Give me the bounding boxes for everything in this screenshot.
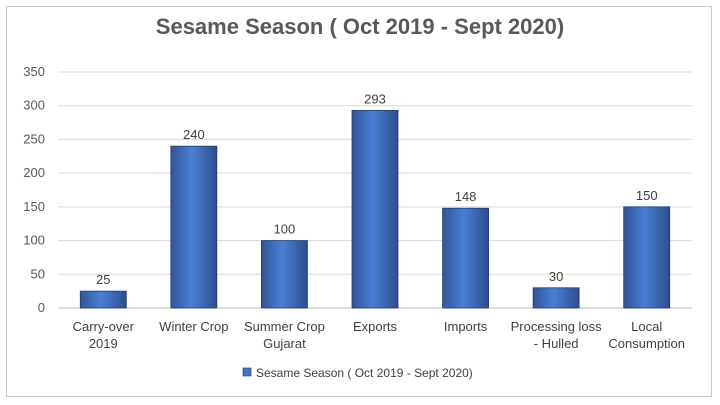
data-labels: 25 240 100 293 148 30 150 (96, 91, 658, 287)
x-axis-categories: Carry-over 2019 Winter Crop Summer Crop Guja… (73, 319, 685, 351)
bar (170, 145, 218, 309)
y-tick-label: 300 (23, 98, 45, 113)
x-category-label: Exports (353, 319, 398, 334)
data-label: 293 (364, 91, 386, 106)
x-category-label: Summer Crop (244, 319, 325, 334)
data-label: 240 (183, 127, 205, 142)
y-tick-label: 150 (23, 199, 45, 214)
x-category-label: Gujarat (263, 336, 306, 351)
bar (351, 110, 399, 309)
bar (623, 206, 671, 309)
x-category-label: Local (631, 319, 662, 334)
bars (79, 110, 671, 309)
x-category-label: Consumption (608, 336, 685, 351)
legend-label: Sesame Season ( Oct 2019 - Sept 2020) (256, 366, 473, 380)
x-category-label: - Hulled (534, 336, 579, 351)
x-category-label: Imports (444, 319, 488, 334)
y-tick-label: 100 (23, 233, 45, 248)
bar (442, 207, 489, 309)
y-tick-label: 0 (38, 300, 45, 315)
data-label: 148 (455, 189, 477, 204)
data-label: 150 (636, 188, 658, 203)
bar (532, 287, 580, 309)
y-tick-label: 350 (23, 64, 45, 79)
x-category-label: Processing loss (511, 319, 603, 334)
data-label: 25 (96, 272, 110, 287)
x-category-label: Carry-over (73, 319, 135, 334)
y-axis-ticks: 0 50 100 150 200 250 300 350 (23, 64, 45, 315)
x-category-label: Winter Crop (159, 319, 228, 334)
data-label: 30 (549, 269, 563, 284)
legend: Sesame Season ( Oct 2019 - Sept 2020) (242, 366, 473, 380)
chart-title: Sesame Season ( Oct 2019 - Sept 2020) (155, 14, 565, 39)
bar (79, 290, 127, 309)
y-tick-label: 200 (23, 165, 45, 180)
data-label: 100 (274, 222, 296, 237)
x-category-label: 2019 (89, 336, 118, 351)
bar (261, 240, 308, 309)
y-tick-label: 50 (31, 266, 45, 281)
y-tick-label: 250 (23, 131, 45, 146)
legend-swatch (242, 367, 252, 377)
